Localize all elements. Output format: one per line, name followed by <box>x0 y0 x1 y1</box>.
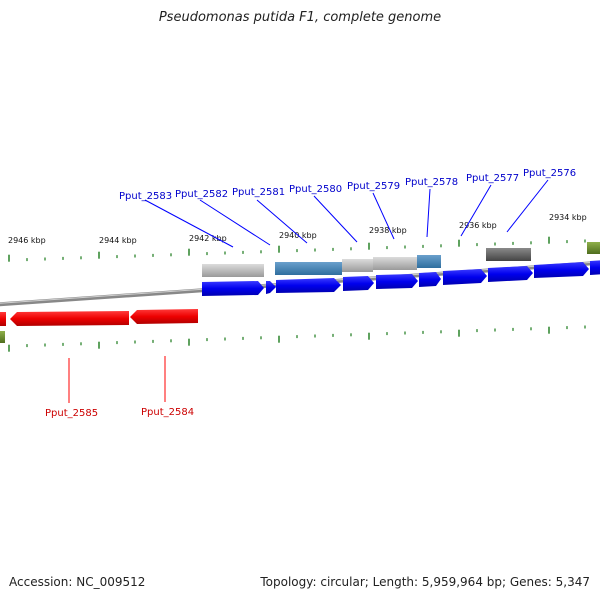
feature-block-dark[interactable] <box>486 248 531 261</box>
scale-label: 2946 kbp <box>8 236 46 245</box>
feature-block-steel[interactable] <box>417 255 441 268</box>
gene-label-leader <box>256 199 308 244</box>
forward-gene-label[interactable]: Pput_2576 <box>523 168 576 179</box>
scale-label: 2934 kbp <box>549 213 587 222</box>
feature-block-gray[interactable] <box>342 259 373 272</box>
feature-block-steel[interactable] <box>275 262 342 275</box>
scale-label: 2938 kbp <box>369 226 407 235</box>
forward-gene-arrow[interactable] <box>488 266 533 282</box>
forward-gene-label[interactable]: Pput_2580 <box>289 184 342 195</box>
reverse-gene-label[interactable]: Pput_2585 <box>45 408 98 419</box>
forward-gene-arrow[interactable] <box>590 260 600 275</box>
scale-label: 2936 kbp <box>459 221 497 230</box>
forward-gene-arrow[interactable] <box>419 272 441 287</box>
gene-label-leader <box>506 179 549 233</box>
reverse-gene-arrow[interactable] <box>0 312 6 326</box>
forward-gene-label[interactable]: Pput_2581 <box>232 187 285 198</box>
forward-gene-arrow[interactable] <box>202 281 264 296</box>
reverse-gene-arrow[interactable] <box>10 311 129 326</box>
map-title: Pseudomonas putida F1, complete genome <box>158 10 442 25</box>
forward-gene-label[interactable]: Pput_2582 <box>175 189 228 200</box>
gene-label-leader <box>460 184 492 237</box>
forward-gene-arrow[interactable] <box>343 276 374 291</box>
gene-label-leader <box>372 192 395 240</box>
reverse-gene-label[interactable]: Pput_2584 <box>141 407 194 418</box>
forward-gene-label[interactable]: Pput_2579 <box>347 181 400 192</box>
feature-block-gray[interactable] <box>202 264 264 277</box>
scale-ticks-lower <box>8 325 586 352</box>
forward-gene-label[interactable]: Pput_2577 <box>466 173 519 184</box>
feature-block-olive[interactable] <box>587 242 600 254</box>
accession-text: Accession: NC_009512 <box>9 575 146 589</box>
gene-label-leader <box>199 199 271 246</box>
forward-gene-arrow[interactable] <box>534 262 589 278</box>
reverse-gene-arrow[interactable] <box>130 309 198 324</box>
forward-gene-label[interactable]: Pput_2578 <box>405 177 458 188</box>
genome-summary-text: Topology: circular; Length: 5,959,964 bp… <box>260 575 590 589</box>
feature-block-gray[interactable] <box>373 257 417 270</box>
scale-ticks-upper <box>8 236 586 262</box>
gene-label-leader <box>426 188 431 238</box>
scale-label: 2942 kbp <box>189 234 227 243</box>
gene-label-leader <box>313 195 358 243</box>
forward-gene-arrow[interactable] <box>376 274 418 289</box>
forward-gene-label[interactable]: Pput_2583 <box>119 191 172 202</box>
forward-gene-arrow[interactable] <box>276 278 341 293</box>
gene-label-leader <box>144 199 234 248</box>
forward-gene-arrow[interactable] <box>443 269 487 285</box>
forward-gene-arrow[interactable] <box>266 281 276 294</box>
feature-block-olive[interactable] <box>0 331 5 343</box>
scale-label: 2944 kbp <box>99 236 137 245</box>
